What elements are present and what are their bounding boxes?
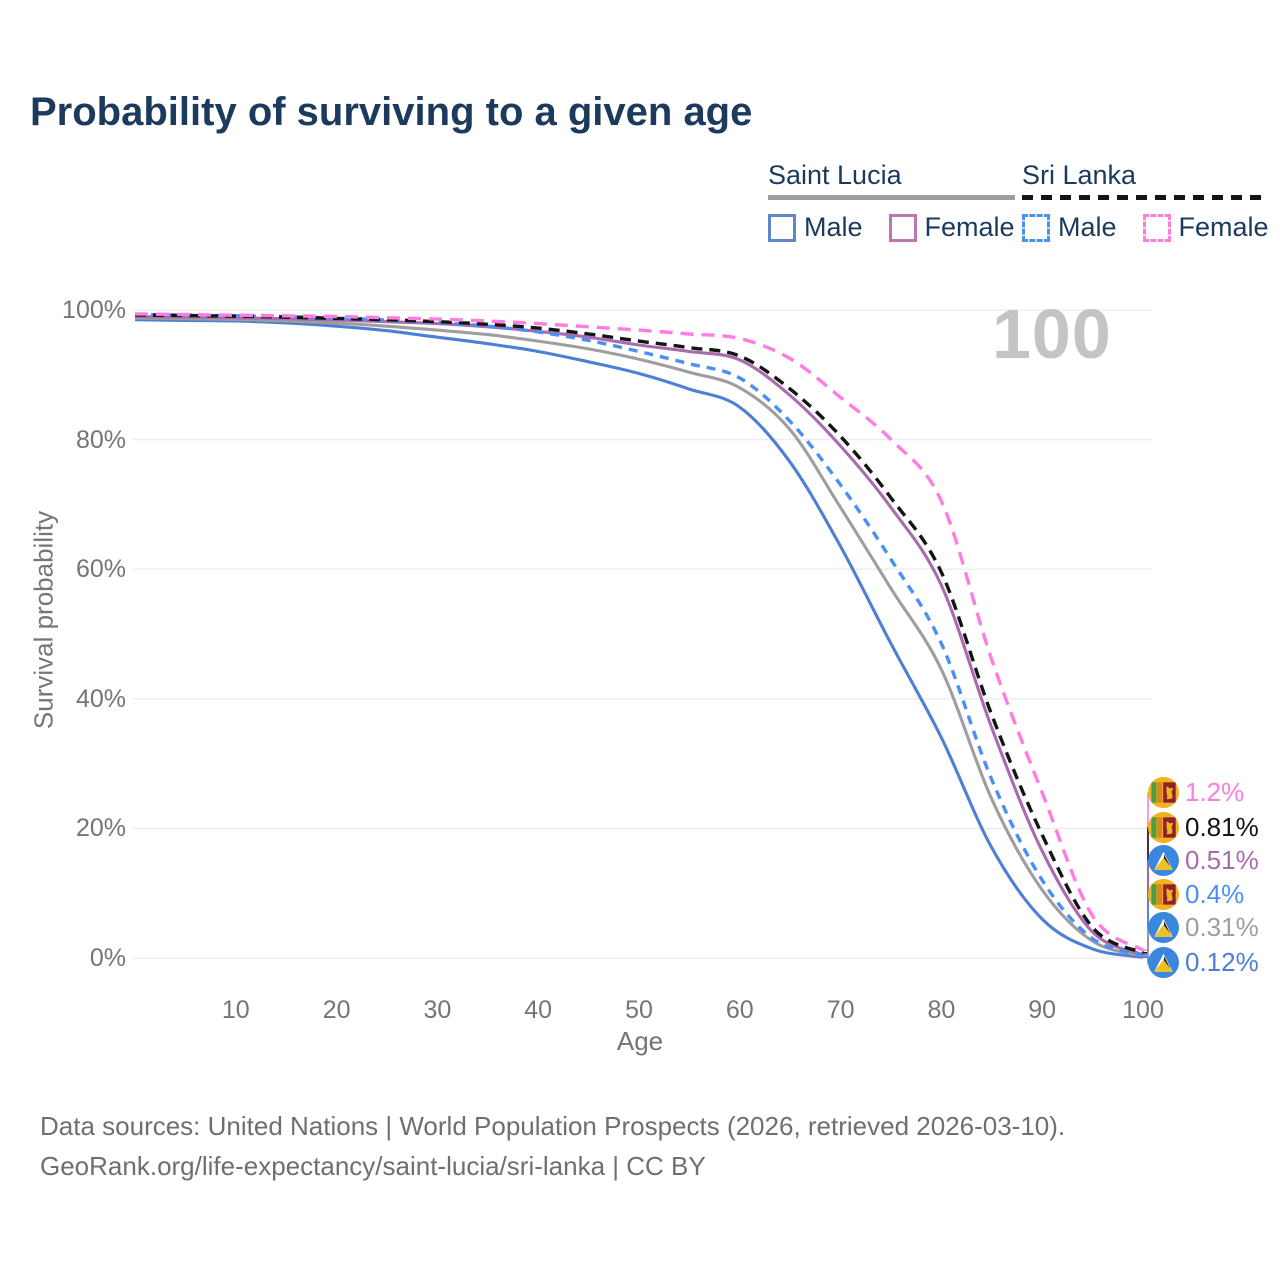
series-line-saint-lucia-female <box>134 314 1144 957</box>
y-axis-title: Survival probability <box>28 510 59 730</box>
legend-country-label: Sri Lanka <box>1022 160 1137 190</box>
x-tick-label: 90 <box>1028 996 1057 1024</box>
legend-country-label: Saint Lucia <box>768 160 902 190</box>
y-tick-label: 100% <box>62 296 126 324</box>
x-axis-title: Age <box>616 1026 664 1056</box>
end-label-row: 0.81% <box>1148 812 1259 843</box>
x-tick-label: 100 <box>1122 996 1164 1024</box>
flag-icon-saint-lucia <box>1148 912 1179 943</box>
end-label-row: 0.31% <box>1148 912 1259 943</box>
x-tick-label: 30 <box>423 996 452 1024</box>
y-tick-label: 80% <box>75 425 126 454</box>
legend-country-saint-lucia[interactable]: Saint Lucia <box>768 160 1015 200</box>
end-label-row: 0.4% <box>1148 879 1244 910</box>
end-label-row: 1.2% <box>1148 777 1244 808</box>
data-sources-line: Data sources: United Nations | World Pop… <box>40 1111 1066 1141</box>
y-tick-label: 0% <box>89 944 126 972</box>
end-label-row: 0.12% <box>1148 947 1259 978</box>
series-line-sri-lanka-male <box>134 312 1144 958</box>
y-tick-label: 20% <box>75 814 126 843</box>
flag-icon-sri-lanka <box>1148 812 1179 843</box>
end-label-row: 0.51% <box>1148 845 1259 876</box>
x-tick-label: 80 <box>927 996 956 1024</box>
legend-swatch-solid-blue <box>768 213 796 242</box>
end-value-label: 0.51% <box>1185 845 1259 875</box>
flag-icon-sri-lanka <box>1148 777 1179 808</box>
x-tick-label: 70 <box>826 996 855 1024</box>
end-value-label: 1.2% <box>1185 777 1245 807</box>
legend-swatch-solid-purple <box>888 213 917 242</box>
legend-item-label: Male <box>804 212 863 242</box>
end-value-label: 0.81% <box>1185 812 1259 842</box>
attribution-line: GeoRank.org/life-expectancy/saint-lucia/… <box>40 1151 706 1182</box>
legend-item-saint-lucia-male[interactable]: Male <box>768 212 863 243</box>
x-tick-label: 60 <box>725 996 754 1024</box>
legend-item-sri-lanka-female[interactable]: Female <box>1142 212 1269 243</box>
end-value-label: 0.12% <box>1185 947 1259 977</box>
footer: Data sources: United Nations | World Pop… <box>40 1106 1065 1187</box>
legend-group-saint-lucia: Saint Lucia Male Female <box>768 160 1015 243</box>
end-value-label: 0.31% <box>1185 912 1259 942</box>
x-tick-label: 50 <box>625 996 653 1024</box>
x-tick-label: 20 <box>322 996 351 1024</box>
legend-underline-solid <box>768 195 1015 200</box>
legend-group-sri-lanka: Sri Lanka Male Female <box>1022 160 1269 243</box>
legend-item-saint-lucia-female[interactable]: Female <box>888 212 1015 243</box>
legend-country-sri-lanka[interactable]: Sri Lanka <box>1022 160 1269 200</box>
flag-icon-saint-lucia <box>1148 947 1179 978</box>
legend-item-label: Female <box>1178 212 1269 242</box>
series-line-sri-lanka-both-sexes <box>134 313 1144 955</box>
legend-underline-dashed <box>1022 195 1269 200</box>
series-line-sri-lanka-female <box>134 312 1144 952</box>
y-tick-label: 40% <box>75 684 126 713</box>
x-tick-label: 40 <box>524 996 553 1024</box>
flag-icon-sri-lanka <box>1148 879 1179 910</box>
series-line-saint-lucia-male <box>134 318 1144 959</box>
flag-icon-saint-lucia <box>1148 845 1179 876</box>
legend-swatch-dashed-blue <box>1022 213 1050 242</box>
series-line-saint-lucia-both-sexes <box>134 316 1144 958</box>
page-title: Probability of surviving to a given age <box>30 90 753 134</box>
legend-item-label: Female <box>924 212 1015 242</box>
x-tick-label: 10 <box>221 996 250 1024</box>
legend-item-label: Male <box>1058 212 1117 242</box>
y-tick-label: 60% <box>75 555 126 584</box>
end-value-label: 0.4% <box>1185 879 1245 909</box>
legend-swatch-dashed-pink <box>1142 213 1171 242</box>
legend-item-sri-lanka-male[interactable]: Male <box>1022 212 1117 243</box>
age-counter-watermark: 100 <box>992 295 1112 373</box>
